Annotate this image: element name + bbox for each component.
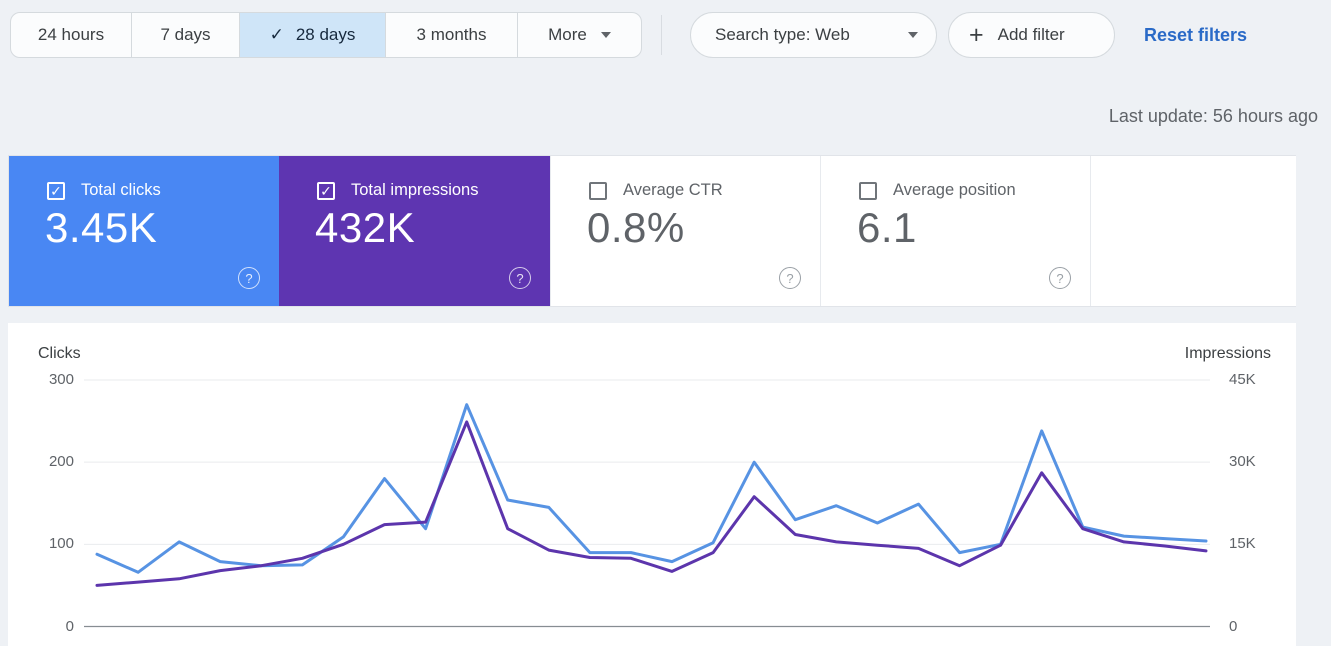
card-label: Average position (893, 181, 1016, 199)
impressions-line (95, 420, 1208, 587)
help-icon[interactable]: ? (1049, 267, 1071, 289)
range-24-hours[interactable]: 24 hours (11, 13, 131, 57)
impressions-tick-label: 30K (1229, 453, 1256, 471)
card-label: Total clicks (81, 181, 161, 199)
search-type-dropdown[interactable]: Search type: Web (690, 12, 937, 58)
reset-filters-link[interactable]: Reset filters (1144, 25, 1248, 45)
total-clicks-value: 3.45K (45, 204, 158, 251)
impressions-tick-label: 15K (1229, 535, 1256, 553)
right-axis-title: Impressions (1184, 345, 1271, 362)
toolbar-divider (661, 15, 662, 55)
metric-cards-panel: ✓ Total clicks 3.45K ? ✓ Total impressio… (8, 155, 1296, 307)
performance-line-chart[interactable] (8, 323, 1296, 646)
average-position-value: 6.1 (857, 204, 917, 251)
add-filter-button[interactable]: + Add filter (948, 12, 1115, 58)
checkmark-icon: ✓ (50, 182, 62, 199)
clicks-tick-label: 0 (65, 617, 74, 635)
performance-chart-panel: Clicks Impressions 300 200 100 0 45K 30K 15K 0 (8, 323, 1296, 646)
chevron-down-icon (908, 32, 918, 38)
checkbox-unchecked[interactable] (859, 181, 877, 200)
checkbox-checked[interactable]: ✓ (317, 181, 335, 200)
range-label: 3 months (416, 25, 487, 44)
checkmark-icon: ✓ (320, 182, 332, 199)
chevron-down-icon (600, 32, 611, 38)
card-label: Average CTR (623, 181, 723, 199)
card-label: Total impressions (351, 181, 479, 199)
checkbox-unchecked[interactable] (589, 181, 607, 200)
average-ctr-value: 0.8% (587, 204, 685, 251)
total-clicks-card[interactable]: ✓ Total clicks 3.45K ? (9, 156, 279, 306)
last-update-status: Last update: 56 hours ago (1108, 106, 1318, 126)
range-label: More (548, 25, 587, 44)
checkbox-checked[interactable]: ✓ (47, 181, 65, 200)
range-3-months[interactable]: 3 months (385, 13, 517, 57)
search-type-label: Search type: Web (715, 25, 850, 44)
range-label: 24 hours (37, 25, 105, 44)
average-position-card[interactable]: Average position 6.1 ? (820, 156, 1090, 306)
help-icon[interactable]: ? (238, 267, 260, 289)
range-more-dropdown[interactable]: More (517, 13, 641, 57)
clicks-tick-label: 300 (48, 371, 74, 388)
range-label: 28 days (295, 25, 356, 44)
average-ctr-card[interactable]: Average CTR 0.8% ? (550, 156, 820, 306)
total-impressions-card[interactable]: ✓ Total impressions 432K ? (279, 156, 550, 306)
impressions-tick-label: 45K (1229, 371, 1256, 388)
clicks-line (95, 403, 1208, 574)
range-label: 7 days (160, 25, 211, 44)
left-axis-title: Clicks (38, 345, 81, 362)
clicks-tick-label: 200 (48, 453, 74, 471)
range-7-days[interactable]: 7 days (131, 13, 239, 57)
clicks-tick-label: 100 (48, 535, 74, 553)
total-impressions-value: 432K (315, 204, 416, 251)
cards-panel-filler (1090, 156, 1296, 306)
impressions-tick-label: 0 (1229, 617, 1238, 635)
add-filter-label: Add filter (997, 25, 1065, 44)
range-28-days[interactable]: ✓ 28 days (239, 13, 385, 57)
help-icon[interactable]: ? (779, 267, 801, 289)
date-range-control: 24 hours 7 days ✓ 28 days 3 months More (10, 12, 642, 58)
help-icon[interactable]: ? (509, 267, 531, 289)
checkmark-icon: ✓ (269, 25, 284, 44)
plus-icon: + (969, 20, 984, 49)
